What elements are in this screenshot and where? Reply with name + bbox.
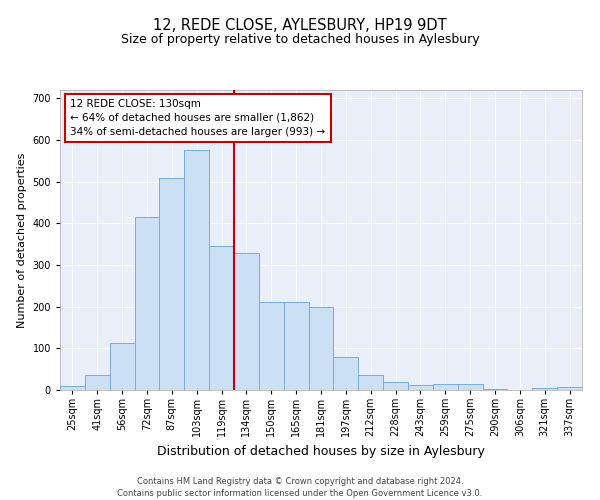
Bar (458, 384, 482, 390)
Bar (259, 302, 284, 390)
Bar (110, 344, 134, 390)
Bar (209, 246, 234, 390)
Bar (383, 382, 408, 390)
Text: 12, REDE CLOSE, AYLESBURY, HP19 9DT: 12, REDE CLOSE, AYLESBURY, HP19 9DT (153, 18, 447, 32)
Bar (284, 302, 308, 390)
Bar (184, 150, 209, 390)
Text: Contains HM Land Registry data © Crown copyright and database right 2024.
Contai: Contains HM Land Registry data © Crown c… (118, 476, 482, 498)
Text: 12 REDE CLOSE: 130sqm
← 64% of detached houses are smaller (1,862)
34% of semi-d: 12 REDE CLOSE: 130sqm ← 64% of detached … (70, 99, 326, 137)
Bar (334, 356, 358, 390)
Y-axis label: Number of detached properties: Number of detached properties (17, 152, 27, 328)
Bar (134, 217, 160, 390)
Bar (433, 384, 458, 390)
X-axis label: Distribution of detached houses by size in Aylesbury: Distribution of detached houses by size … (157, 445, 485, 458)
Bar (358, 374, 383, 390)
Bar (234, 252, 259, 390)
Bar (308, 306, 334, 390)
Bar (482, 389, 508, 390)
Bar (85, 376, 110, 390)
Bar (160, 178, 184, 390)
Bar (60, 386, 85, 390)
Text: Size of property relative to detached houses in Aylesbury: Size of property relative to detached ho… (121, 32, 479, 46)
Bar (532, 388, 557, 390)
Bar (408, 385, 433, 390)
Bar (557, 386, 582, 390)
